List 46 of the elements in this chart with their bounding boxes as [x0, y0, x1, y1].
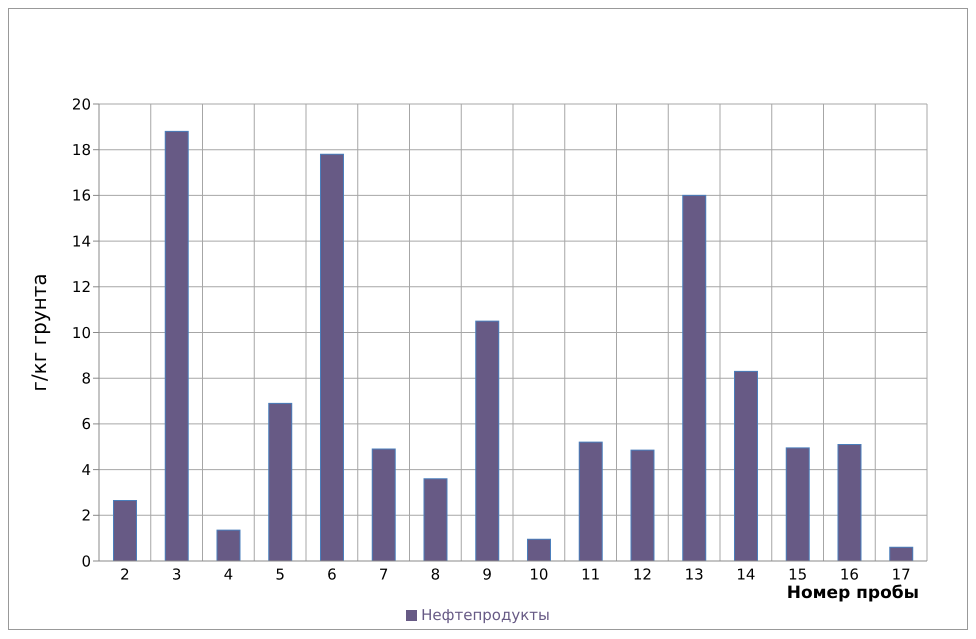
bar	[889, 546, 914, 561]
x-tick-label: 10	[529, 566, 548, 584]
y-axis-title: г/кг грунта	[27, 273, 52, 392]
x-tick-label: 15	[788, 566, 808, 584]
legend-label: Нефтепродукты	[421, 606, 550, 624]
y-tick-label: 14	[72, 232, 91, 250]
bar	[682, 194, 706, 561]
y-tick-label: 8	[81, 370, 91, 388]
x-tick-label: 11	[581, 566, 600, 584]
bar	[630, 450, 654, 561]
x-tick-label: 7	[378, 566, 388, 584]
bar	[112, 500, 137, 561]
y-tick-label: 4	[81, 460, 91, 479]
x-axis-title: Номер пробы	[786, 583, 919, 603]
x-tick-label: 9	[482, 566, 492, 584]
x-tick-label: 17	[892, 566, 911, 584]
bar	[372, 448, 396, 561]
x-tick-label: 3	[172, 566, 182, 584]
x-tick-label: 13	[684, 566, 704, 584]
x-tick-label: 4	[224, 566, 234, 584]
bar	[734, 370, 758, 561]
bar	[216, 530, 240, 561]
bar	[526, 538, 551, 561]
x-tick-label: 5	[275, 566, 285, 584]
y-tick-label: 0	[81, 552, 91, 570]
bar	[786, 447, 810, 561]
y-tick-label: 10	[72, 324, 91, 342]
y-tick-label: 2	[81, 506, 91, 525]
y-tick-label: 16	[72, 186, 91, 205]
bar	[578, 442, 603, 561]
x-tick-label: 2	[120, 566, 130, 584]
y-tick-label: 12	[72, 278, 91, 296]
bar	[475, 320, 500, 561]
y-tick-label: 20	[72, 95, 91, 114]
bar	[320, 154, 344, 561]
bar	[164, 130, 189, 561]
x-tick-label: 8	[430, 566, 440, 584]
bar	[423, 478, 448, 561]
x-tick-label: 16	[840, 566, 859, 584]
bar	[837, 444, 862, 561]
bar	[268, 402, 292, 561]
x-tick-label: 6	[327, 566, 337, 584]
y-tick-label: 18	[72, 141, 91, 160]
x-tick-label: 14	[736, 566, 756, 584]
x-tick-label: 12	[632, 566, 652, 584]
y-tick-label: 6	[81, 415, 91, 434]
